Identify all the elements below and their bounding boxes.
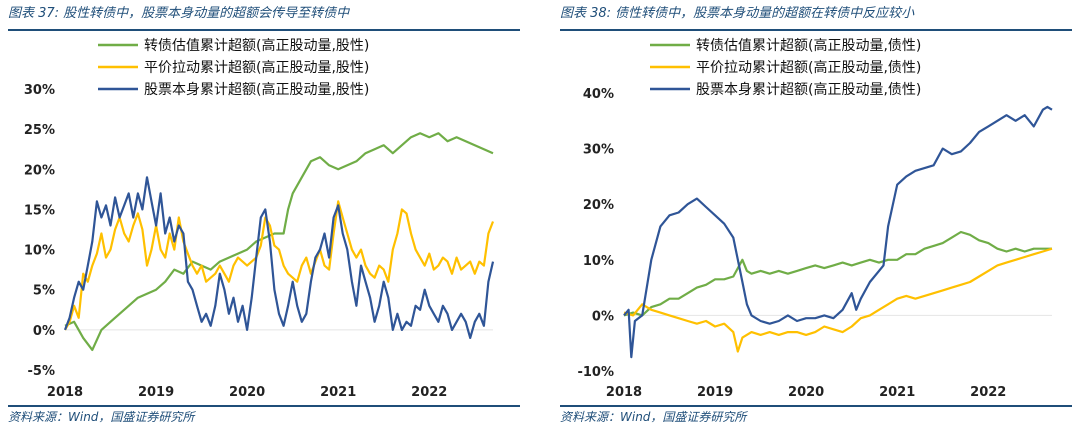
series-line-1 [623,230,1052,317]
y-tick-label: 5% [33,284,55,299]
series-line-1 [64,132,494,351]
legend-label: 平价拉动累计超额(高正股动量,股性) [144,59,369,76]
series-line-2 [64,200,495,331]
x-tick-label: 2020 [229,385,265,400]
x-tick-label: 2019 [138,385,174,400]
y-tick-label: 20% [24,163,55,178]
x-tick-label: 2022 [411,385,447,400]
x-tick-label: 2020 [788,385,824,400]
series-line-3 [623,105,1053,359]
y-tick-label: -10% [577,365,614,380]
source-note: 资料来源：Wind，国盛证券研究所 [560,405,1072,427]
series-line-2 [623,247,1053,353]
legend-label: 股票本身累计超额(高正股动量,债性) [696,81,921,98]
y-tick-label: 10% [583,254,614,269]
y-tick-label: 10% [24,244,55,259]
legend-label: 转债估值累计超额(高正股动量,债性) [696,37,921,54]
line-chart: -5% 0% 5% 10% 15% 20% 25% 30% 2018 2019 2020 2021 20… [24,37,495,400]
source-note: 资料来源：Wind，国盛证券研究所 [8,405,520,427]
x-tick-label: 2021 [320,385,356,400]
chart-panel-right: 图表 38: 债性转债中，股票本身动量的超额在转债中反应较小 -10% 0% 10%… [560,0,1080,429]
x-tick-label: 2018 [47,385,83,400]
x-tick-label: 2019 [697,385,733,400]
x-tick-label: 2022 [970,385,1006,400]
legend-label: 转债估值累计超额(高正股动量,股性) [144,37,369,54]
x-tick-label: 2018 [606,385,642,400]
y-tick-label: 40% [583,87,614,102]
y-tick-label: 20% [583,198,614,213]
chart-title: 图表 38: 债性转债中，股票本身动量的超额在转债中反应较小 [560,3,1072,31]
legend-label: 股票本身累计超额(高正股动量,股性) [144,81,369,98]
y-tick-label: 0% [33,324,55,339]
chart-panel-left: 图表 37: 股性转债中，股票本身动量的超额会传导至转债中 -5% 0% 5% 10%… [8,0,528,429]
y-tick-label: -5% [28,364,55,379]
chart-title: 图表 37: 股性转债中，股票本身动量的超额会传导至转债中 [8,3,520,31]
x-tick-label: 2021 [879,385,915,400]
y-tick-label: 30% [583,143,614,158]
y-tick-label: 30% [24,83,55,98]
y-tick-label: 0% [592,309,614,324]
series-line-3 [63,176,495,339]
y-tick-label: 25% [24,123,55,138]
legend-label: 平价拉动累计超额(高正股动量,债性) [696,59,921,76]
y-tick-label: 15% [24,203,55,218]
line-chart: -10% 0% 10% 20% 30% 40% 2018 2019 2020 2021 2022 转债… [577,37,1053,400]
